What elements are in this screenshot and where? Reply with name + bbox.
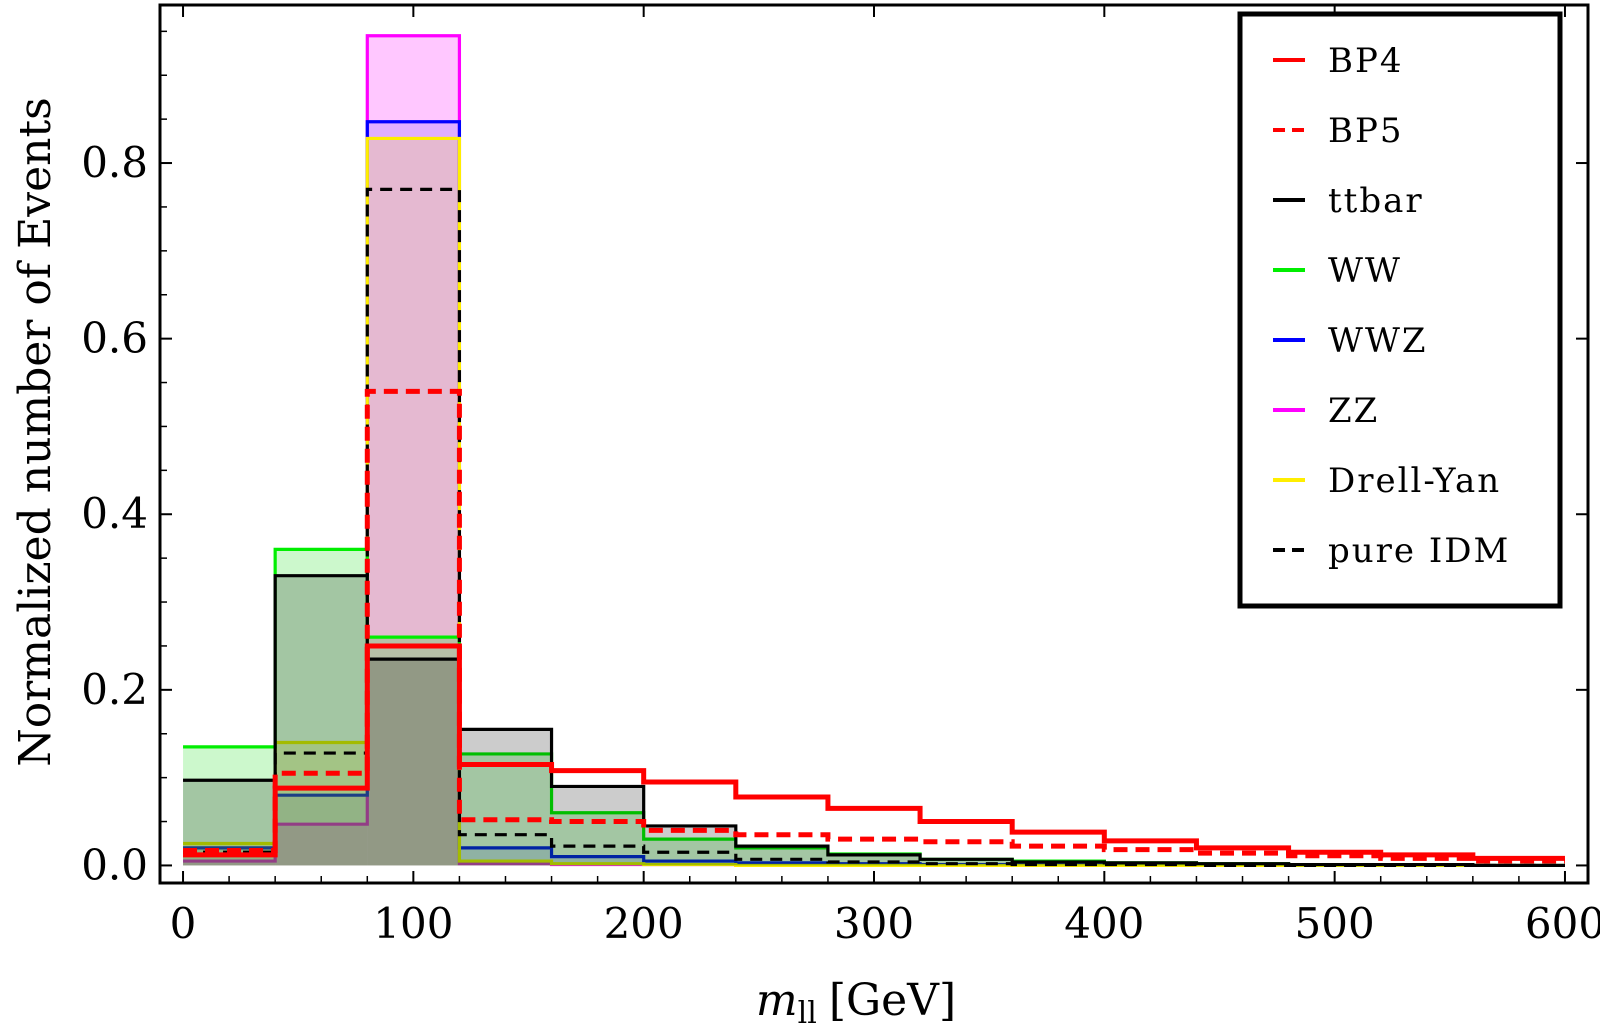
legend-item-bp5: BP5 [1273, 111, 1404, 151]
bar-drell-yan-3 [459, 861, 552, 866]
legend-item-pure-idm: pure IDM [1273, 531, 1510, 571]
y-tick-label: 0.6 [81, 314, 148, 363]
histogram-series-group [183, 34, 1565, 868]
legend: BP4 BP5 ttbar WW WWZ ZZ Drell-Yan pure IDM [1237, 11, 1563, 609]
legend-item-ttbar: ttbar [1273, 181, 1424, 221]
series-line-bp5 [183, 388, 1565, 864]
legend-label: pure IDM [1328, 531, 1510, 571]
legend-label: Drell-Yan [1328, 461, 1501, 501]
bar-ttbar-1 [275, 575, 368, 866]
bar-ttbar-3 [459, 729, 552, 866]
legend-label: ZZ [1328, 391, 1379, 431]
x-tick-label: 400 [1064, 899, 1144, 948]
x-axis-title-symbol: m [756, 975, 798, 1026]
series-wwz [183, 120, 1565, 868]
legend-label: WWZ [1328, 321, 1428, 361]
bar-wwz-1 [275, 795, 368, 866]
y-axis-title: Normalized number of Events [10, 97, 61, 767]
x-tick-label: 600 [1525, 899, 1600, 948]
legend-label: ttbar [1328, 181, 1424, 221]
bar-ttbar-9 [1012, 861, 1105, 866]
x-axis-title-unit: [GeV] [829, 975, 956, 1026]
legend-label: WW [1328, 251, 1402, 291]
y-tick-label: 0.0 [81, 840, 148, 889]
bar-zz-1 [275, 824, 368, 866]
legend-item-zz: ZZ [1273, 391, 1379, 431]
legend-label: BP5 [1328, 111, 1404, 151]
x-axis-title-subscript: ll [798, 996, 817, 1031]
x-tick-label: 100 [373, 899, 453, 948]
bar-zz-0 [183, 861, 276, 866]
bar-ww-6 [735, 847, 828, 866]
y-tick-label: 0.4 [81, 489, 148, 538]
bar-ww-3 [459, 753, 552, 866]
series-line-bp4 [183, 643, 1565, 861]
bar-zz-2 [367, 35, 460, 866]
x-tick-label: 200 [604, 899, 684, 948]
series-bp5 [183, 388, 1565, 864]
legend-label: BP4 [1328, 41, 1404, 81]
bar-drell-yan-1 [275, 742, 368, 866]
bar-ww-2 [367, 637, 460, 866]
bar-ttbar-2 [367, 659, 460, 866]
x-axis-title: mll [GeV] [756, 975, 956, 1031]
series-ttbar [183, 574, 1565, 868]
ticks-group: 0 100 200 300 400 500 600 0.0 0.2 0.4 0.6 0.8 [81, 5, 1600, 948]
bar-ww-0 [183, 746, 276, 866]
legend-item-drell-yan: Drell-Yan [1273, 461, 1501, 501]
y-tick-label: 0.8 [81, 138, 148, 187]
bar-drell-yan-2 [367, 138, 460, 866]
bar-ww-7 [827, 854, 921, 866]
bar-ww-1 [275, 549, 368, 866]
bar-ttbar-7 [827, 854, 921, 866]
legend-items: BP4 BP5 ttbar WW WWZ ZZ Drell-Yan pure IDM [1273, 41, 1510, 571]
bar-ttbar-4 [551, 786, 644, 866]
legend-item-wwz: WWZ [1273, 321, 1428, 361]
legend-item-ww: WW [1273, 251, 1402, 291]
legend-item-bp4: BP4 [1273, 41, 1404, 81]
legend-box [1237, 11, 1563, 609]
series-bp4 [183, 643, 1565, 861]
series-line-pure-idm [183, 187, 1565, 868]
x-tick-label: 300 [834, 899, 914, 948]
series-pure-idm [183, 187, 1565, 868]
bar-wwz-2 [367, 121, 460, 866]
bar-ttbar-6 [735, 846, 828, 866]
bar-wwz-4 [551, 856, 644, 866]
y-tick-label: 0.2 [81, 665, 148, 714]
x-tick-label: 500 [1295, 899, 1375, 948]
x-tick-label: 0 [170, 899, 197, 948]
